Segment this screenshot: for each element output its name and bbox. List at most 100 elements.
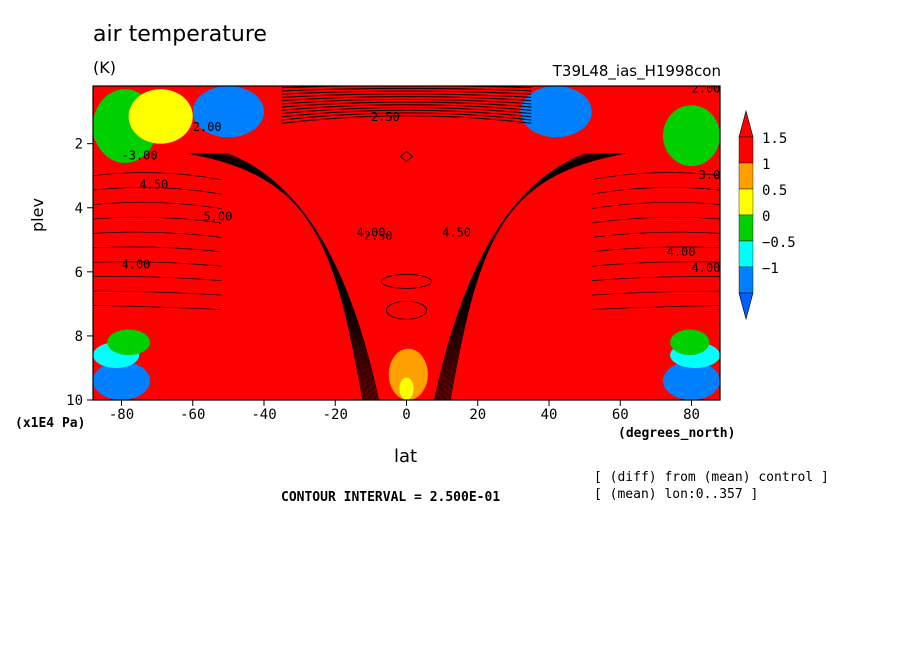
contour-line: [93, 231, 222, 238]
contour-line: [93, 305, 222, 310]
region-blue: [93, 361, 150, 400]
colorbar-swatch: [738, 266, 754, 294]
contour-line: [281, 115, 532, 124]
x-axis-unit: (degrees_north): [618, 426, 736, 441]
contour-line: [93, 276, 222, 281]
colorbar-swatch: [738, 240, 754, 268]
y-tick-label: 6: [75, 265, 83, 281]
contour-line: [591, 246, 720, 253]
contour-line: [281, 112, 532, 121]
contour-line: [381, 274, 432, 289]
contour-label: 4.50: [442, 226, 471, 240]
x-tick-label: -60: [180, 407, 205, 423]
contour-line: [591, 172, 720, 181]
region-blue: [663, 361, 720, 400]
region-green: [107, 329, 150, 356]
contour-line: [591, 231, 720, 238]
colorbar-swatch: [738, 162, 754, 190]
contour-label: 4.00: [122, 258, 151, 272]
contour-line: [591, 305, 720, 310]
chart-units: (K): [93, 58, 116, 77]
y-axis-unit: (x1E4 Pa): [15, 416, 86, 431]
contour-line: [591, 187, 720, 195]
contour-line: [591, 216, 720, 224]
x-tick-label: 80: [683, 407, 700, 423]
contour-line: [386, 300, 427, 320]
contour-line: [281, 90, 532, 95]
region-green: [670, 329, 710, 356]
colorbar: 1.5 1 0.5 0 −0.5 −1: [738, 109, 796, 321]
colorbar-swatch: [738, 214, 754, 242]
x-tick-label: 20: [469, 407, 486, 423]
colorbar-label: 1: [762, 157, 770, 173]
region-yellow: [399, 377, 414, 400]
contour-line: [591, 201, 720, 209]
contour-label: 4.00: [692, 261, 721, 275]
colorbar-label: −1: [762, 261, 779, 277]
colorbar-swatch: [738, 136, 754, 164]
colorbar-label: 0.5: [762, 183, 787, 199]
contour-line: [281, 109, 532, 118]
note-mean: [ (mean) lon:0..357 ]: [594, 487, 759, 502]
contour-label: 4.00: [357, 226, 386, 240]
contour-line: [281, 98, 532, 105]
contour-label: 2.50: [364, 229, 393, 243]
contour-labels: -3.00 2.00 2.50 4.50 5.00 4.00 4.00 4.50 4.00 4.0…: [122, 81, 728, 275]
contour-line: [591, 290, 720, 296]
x-tick-label: 60: [612, 407, 629, 423]
temperature-field: [93, 86, 720, 400]
colorbar-arrow-bottom: [738, 292, 754, 321]
contour-label: 4.00: [667, 245, 696, 259]
region-green: [663, 105, 720, 167]
contour-line: [93, 216, 222, 224]
x-tick-label: -40: [251, 407, 276, 423]
contour-line: [591, 276, 720, 281]
region-yellow: [128, 89, 193, 144]
field-background: [93, 86, 720, 400]
y-tick-label: 10: [66, 393, 83, 409]
contour-label: 2.00: [692, 81, 721, 95]
contour-label: 5.00: [203, 210, 232, 224]
x-tick-label: -20: [323, 407, 348, 423]
contour-interval: CONTOUR INTERVAL = 2.500E-01: [281, 490, 501, 505]
region-blue: [520, 86, 592, 138]
contour-line: [93, 246, 222, 253]
contour-line: [281, 107, 532, 115]
colorbar-swatch: [738, 188, 754, 216]
y-tick-label: 2: [75, 137, 83, 153]
contour-label: 3.00: [699, 168, 728, 182]
y-tick-label: 4: [75, 201, 83, 217]
contour-line: [187, 152, 364, 400]
x-tick-label: -80: [109, 407, 134, 423]
x-axis: -80 -60 -40 -20 0 20 40 60 80: [109, 400, 700, 423]
contour-line: [281, 86, 532, 89]
contour-label: 4.50: [139, 178, 168, 192]
colorbar-arrow-top: [738, 109, 754, 138]
contour-line: [93, 261, 222, 267]
note-diff: [ (diff) from (mean) control ]: [594, 470, 829, 485]
contour-line: [281, 93, 532, 98]
contour-lines: [93, 86, 720, 400]
experiment-label: T39L48_ias_H1998con: [552, 62, 721, 80]
contour-line: [281, 104, 532, 111]
contour-label: 2.00: [193, 120, 222, 134]
x-tick-label: 40: [541, 407, 558, 423]
region-blue: [192, 86, 264, 138]
chart-title: air temperature: [93, 22, 267, 47]
contour-line: [93, 201, 222, 209]
colorbar-label: −0.5: [762, 235, 796, 251]
region-orange: [388, 348, 428, 400]
colorbar-label: 0: [762, 209, 770, 225]
y-tick-label: 8: [75, 329, 83, 345]
y-axis: 2 4 6 8 10: [66, 137, 93, 409]
x-tick-label: 0: [402, 407, 410, 423]
contour-line: [281, 101, 532, 108]
contour-line: [399, 150, 414, 163]
contour-line: [281, 96, 532, 102]
contour-line: [93, 172, 222, 181]
contour-line: [591, 261, 720, 267]
contour-line: [93, 187, 222, 195]
contour-line: [93, 290, 222, 296]
contour-label: 2.50: [371, 110, 400, 124]
